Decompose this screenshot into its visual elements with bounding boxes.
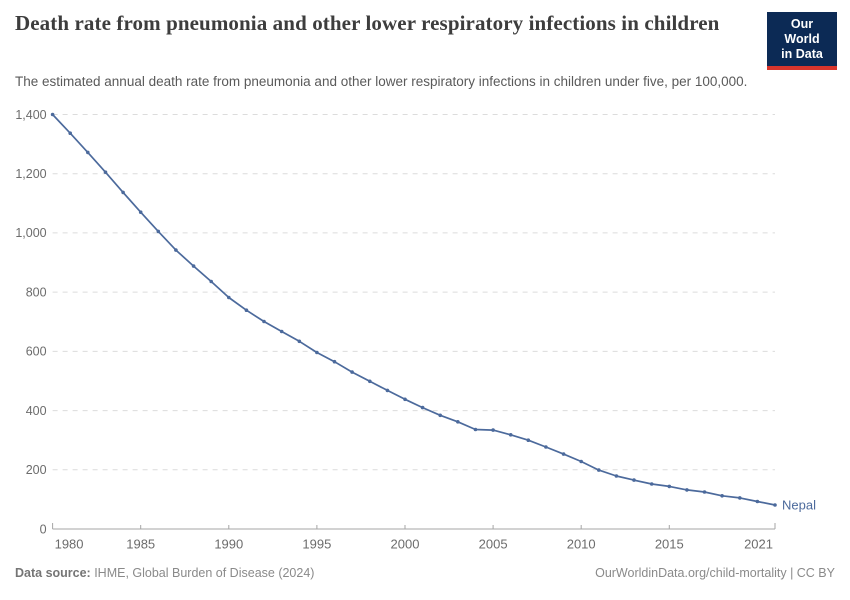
data-point <box>385 388 390 393</box>
data-point <box>121 190 125 195</box>
data-point <box>262 319 266 324</box>
x-tick-label: 2010 <box>567 537 596 552</box>
credit-line: OurWorldinData.org/child-mortality | CC … <box>595 566 835 580</box>
data-point <box>508 433 513 437</box>
data-source-text: IHME, Global Burden of Disease (2024) <box>90 566 315 580</box>
data-point <box>526 438 531 443</box>
x-tick-label: 1980 <box>55 537 84 552</box>
chart-title: Death rate from pneumonia and other lowe… <box>15 11 720 35</box>
data-point <box>597 468 601 472</box>
y-tick-label: 1,400 <box>15 108 46 122</box>
x-tick-label: 2005 <box>479 537 508 552</box>
chart-footer: Data source: IHME, Global Burden of Dise… <box>15 566 835 580</box>
data-point <box>350 370 354 374</box>
y-tick-label: 200 <box>26 463 47 477</box>
data-point <box>209 279 213 284</box>
x-tick-label: 2021 <box>744 537 773 552</box>
y-tick-label: 600 <box>26 345 47 359</box>
series-line <box>51 113 776 506</box>
chart-subtitle: The estimated annual death rate from pne… <box>15 74 748 89</box>
data-point <box>191 264 196 268</box>
data-point <box>244 308 249 312</box>
data-point <box>773 503 777 507</box>
data-point <box>544 445 548 449</box>
x-tick-label: 2015 <box>655 537 684 552</box>
data-point <box>579 459 583 464</box>
data-point <box>279 329 284 334</box>
data-point <box>138 210 143 214</box>
data-point <box>702 490 707 494</box>
data-point <box>738 496 742 500</box>
chart-svg: 0 200 400 600 800 1,000 1,200 1,400 1980 1985 1990… <box>15 108 816 552</box>
data-point <box>156 229 161 234</box>
line-chart: 0 200 400 600 800 1,000 1,200 1,400 1980 1985 1990… <box>0 98 850 560</box>
data-point <box>403 397 407 402</box>
data-point <box>368 379 372 384</box>
y-tick-label: 1,000 <box>15 226 46 240</box>
data-point <box>456 420 460 424</box>
data-point <box>614 474 619 478</box>
data-point <box>491 428 495 432</box>
data-source-label: Data source: <box>15 566 91 580</box>
data-point <box>755 499 760 504</box>
owid-logo: Our World in Data <box>767 12 837 70</box>
y-tick-label: 1,200 <box>15 167 46 181</box>
owid-logo-line2: in Data <box>781 47 823 61</box>
data-point <box>685 488 689 492</box>
data-point <box>174 248 178 252</box>
data-point <box>227 295 231 300</box>
y-tick-label: 400 <box>26 404 47 418</box>
data-point <box>297 339 302 344</box>
data-point <box>473 427 478 432</box>
x-tick-label: 1985 <box>126 537 155 552</box>
data-source: Data source: IHME, Global Burden of Dise… <box>15 566 314 580</box>
data-point <box>420 405 425 410</box>
data-point <box>103 170 108 174</box>
data-point <box>649 482 654 486</box>
data-point <box>68 131 72 135</box>
data-point <box>561 452 566 456</box>
x-tick-label: 1990 <box>214 537 243 552</box>
x-tick-label: 1995 <box>302 537 331 552</box>
data-point <box>667 484 672 489</box>
x-tick-label: 2000 <box>391 537 420 552</box>
data-point <box>720 494 724 498</box>
owid-logo-line1: Our World <box>784 17 820 46</box>
y-tick-label: 0 <box>40 522 47 536</box>
data-point <box>315 350 319 355</box>
y-tick-label: 800 <box>26 285 47 299</box>
data-point <box>50 112 55 117</box>
data-point <box>86 150 90 155</box>
series-end-label: Nepal <box>782 498 816 513</box>
data-point <box>332 359 337 364</box>
data-point <box>632 478 636 482</box>
data-point <box>438 413 443 418</box>
